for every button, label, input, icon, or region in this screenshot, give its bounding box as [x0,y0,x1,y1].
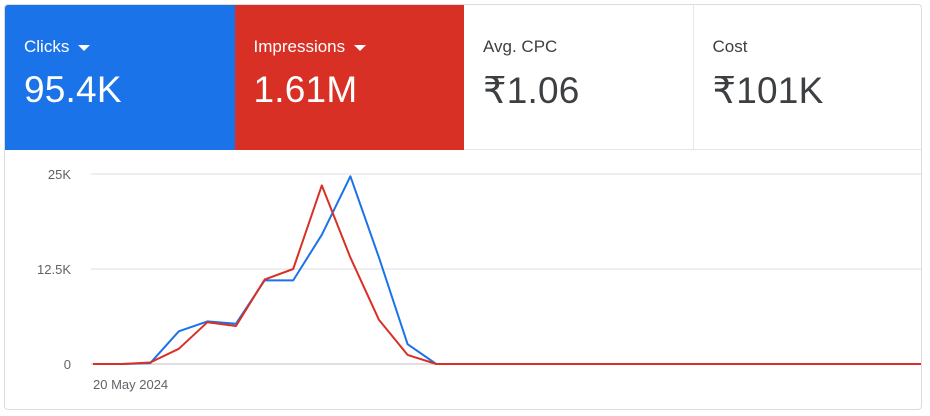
metric-value: ₹101K [712,70,824,111]
x-tick-label: 20 May 2024 [93,377,168,392]
series-line-clicks [93,175,921,365]
metric-label: Cost [712,37,748,56]
metric-label: Impressions [253,37,346,56]
metric-label-row: Cost [712,35,922,59]
metric-value: 95.4K [24,69,122,110]
metric-value: 1.61M [253,69,358,110]
metric-tile-cost[interactable]: Cost ₹101K [693,5,922,150]
y-tick-label: 12.5K [37,262,71,277]
metric-value: ₹1.06 [483,70,580,111]
metric-tile-avg-cpc[interactable]: Avg. CPC ₹1.06 [464,5,694,150]
y-tick-label: 25K [48,167,71,182]
metric-label: Avg. CPC [483,37,558,56]
metric-label-row[interactable]: Impressions [254,35,465,59]
performance-card: Clicks 95.4K Impressions 1.61M Avg. CPC … [4,4,922,410]
metric-label-row: Avg. CPC [483,35,693,59]
metric-tile-clicks[interactable]: Clicks 95.4K [5,5,235,150]
metric-label: Clicks [24,37,70,56]
dropdown-arrow-icon[interactable] [78,45,91,51]
series-line-impressions [93,184,921,365]
metric-tiles: Clicks 95.4K Impressions 1.61M Avg. CPC … [5,5,922,150]
y-tick-label: 0 [64,357,71,372]
dropdown-arrow-icon[interactable] [354,45,367,51]
metric-tile-impressions[interactable]: Impressions 1.61M [234,5,465,150]
metric-label-row[interactable]: Clicks [24,35,235,59]
line-chart: 25K 12.5K 0 20 May 2024 [37,167,921,392]
